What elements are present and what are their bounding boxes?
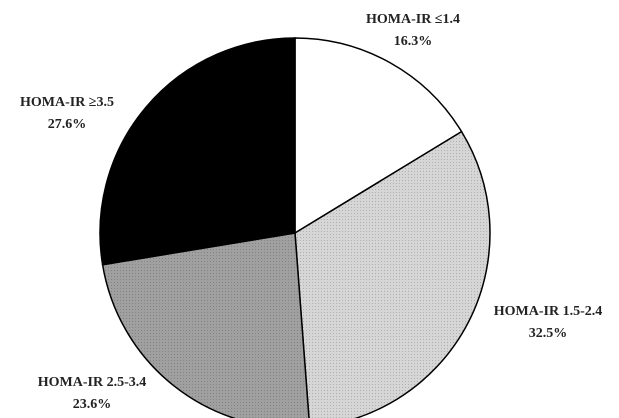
slice-value-label: 23.6% [73, 397, 112, 412]
slice-label: HOMA-IR 2.5-3.4 [38, 375, 147, 390]
slice-label: HOMA-IR ≥3.5 [20, 95, 114, 110]
slice-value-label: 16.3% [394, 34, 433, 49]
pie-slice [294, 37, 463, 235]
pie-slice [99, 37, 296, 266]
slice-texture [102, 233, 309, 418]
slice-texture [295, 131, 490, 418]
slice-value-label: 32.5% [529, 326, 568, 341]
slice-label: HOMA-IR 1.5-2.4 [494, 304, 603, 319]
slice-value-label: 27.6% [48, 117, 87, 132]
slice-label: HOMA-IR ≤1.4 [366, 12, 460, 27]
